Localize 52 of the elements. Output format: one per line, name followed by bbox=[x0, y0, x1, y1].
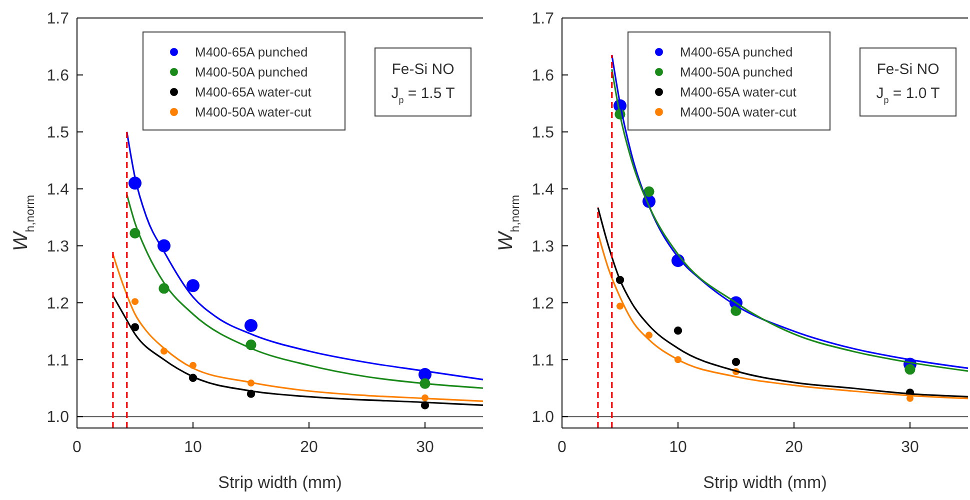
x-tick-label: 30 bbox=[901, 439, 919, 456]
point bbox=[244, 319, 258, 332]
point bbox=[904, 364, 916, 375]
legend-label: M400-50A punched bbox=[680, 64, 793, 80]
x-tick-label: 0 bbox=[72, 439, 82, 456]
point bbox=[674, 326, 682, 335]
x-tick-label: 20 bbox=[300, 439, 318, 456]
annotation: J$_{p}$ = 1.5 T bbox=[391, 85, 455, 105]
y-tick-label: 1.3 bbox=[532, 238, 554, 256]
y-tick-label: 1.2 bbox=[532, 295, 554, 312]
point bbox=[616, 302, 624, 310]
y-tick-label: 1.0 bbox=[532, 409, 554, 426]
x-axis-title: Strip width (mm) bbox=[218, 473, 342, 492]
y-tick-label: 1.5 bbox=[532, 124, 554, 142]
point bbox=[644, 186, 654, 197]
point bbox=[730, 305, 742, 316]
y-tick-label: 1.3 bbox=[46, 238, 70, 256]
x-axis-title: Strip width (mm) bbox=[703, 473, 827, 492]
y-tick-label: 1.6 bbox=[532, 68, 554, 85]
y-tick-label: 1.4 bbox=[46, 181, 70, 198]
y-tick-label: 1.2 bbox=[46, 295, 70, 312]
x-tick-label: 30 bbox=[416, 439, 434, 456]
legend-label: M400-50A punched bbox=[195, 64, 308, 80]
x-tick-label: 10 bbox=[669, 439, 687, 456]
point bbox=[732, 358, 740, 366]
y-tick-label: 1.0 bbox=[46, 409, 70, 426]
annotation: Fe-Si NO bbox=[876, 61, 940, 78]
x-tick-label: 10 bbox=[184, 439, 202, 456]
legend-label: M400-65A punched bbox=[195, 44, 308, 60]
legend-label: M400-50A water-cut bbox=[195, 104, 312, 120]
point bbox=[646, 332, 652, 339]
legend-label: M400-65A water-cut bbox=[195, 84, 312, 100]
legend-label: M400-65A punched bbox=[680, 44, 793, 60]
y-tick-label: 1.1 bbox=[532, 352, 554, 370]
y-tick-label: 1.7 bbox=[532, 10, 554, 28]
line-series bbox=[126, 194, 484, 389]
y-tick-label: 1.7 bbox=[46, 10, 70, 28]
line-series bbox=[112, 254, 484, 402]
x-tick-label: 0 bbox=[558, 439, 567, 456]
annotation: J$_{p}$ = 1.0 T bbox=[876, 85, 940, 105]
annotation: Fe-Si NO bbox=[392, 61, 454, 78]
point bbox=[130, 323, 140, 332]
legend-label: M400-65A water-cut bbox=[680, 84, 797, 100]
point bbox=[132, 298, 138, 306]
legend-label: M400-50A water-cut bbox=[680, 104, 797, 120]
x-tick-label: 20 bbox=[785, 439, 803, 456]
y-tick-label: 1.1 bbox=[46, 352, 70, 370]
y-tick-label: 1.6 bbox=[46, 68, 70, 85]
point bbox=[186, 279, 200, 292]
y-tick-label: 1.5 bbox=[46, 124, 70, 142]
y-tick-label: 1.4 bbox=[532, 181, 554, 198]
line-series bbox=[126, 131, 484, 380]
